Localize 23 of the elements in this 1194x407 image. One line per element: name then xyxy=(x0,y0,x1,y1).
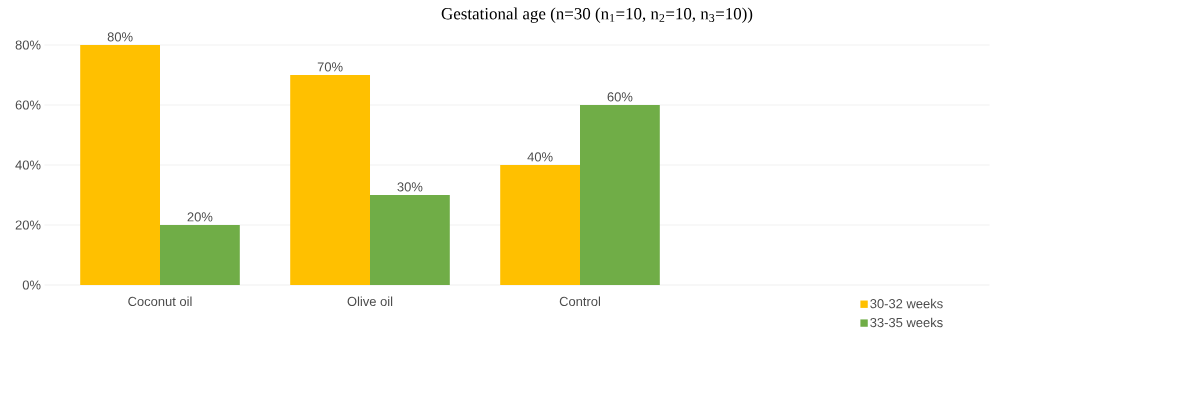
data-label: 60% xyxy=(607,92,633,102)
bar xyxy=(500,165,580,285)
bar xyxy=(160,225,240,285)
data-label: 70% xyxy=(317,62,343,72)
y-tick-label: 40% xyxy=(15,160,41,170)
y-tick-label: 60% xyxy=(15,100,41,110)
bar xyxy=(290,75,370,285)
chart-title: Gestational age (n=30 (n$_{1}$=10, n$_{2}$=10, n$_{3}$=10)) xyxy=(441,7,753,23)
data-label: 80% xyxy=(107,32,133,42)
x-tick-label: Control xyxy=(559,296,601,307)
data-label: 30% xyxy=(397,182,423,192)
x-tick-label: Coconut oil xyxy=(128,296,192,307)
legend-label: 33-35 weeks xyxy=(870,317,943,328)
legend-label: 30-32 weeks xyxy=(870,298,943,309)
data-label: 40% xyxy=(527,152,553,162)
bar xyxy=(580,105,660,285)
bar xyxy=(80,45,160,285)
x-tick-label: Olive oil xyxy=(347,296,393,307)
y-tick-label: 20% xyxy=(15,220,41,230)
data-label: 20% xyxy=(187,212,213,222)
y-tick-label: 0% xyxy=(22,280,41,290)
bar xyxy=(370,195,450,285)
y-tick-label: 80% xyxy=(15,40,41,50)
